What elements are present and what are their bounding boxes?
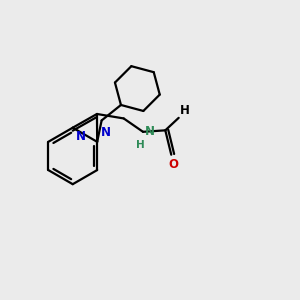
Text: H: H	[180, 104, 190, 117]
Text: H: H	[136, 140, 145, 150]
Text: N: N	[101, 126, 111, 140]
Text: N: N	[76, 130, 86, 143]
Text: O: O	[169, 158, 178, 171]
Text: N: N	[145, 125, 154, 138]
